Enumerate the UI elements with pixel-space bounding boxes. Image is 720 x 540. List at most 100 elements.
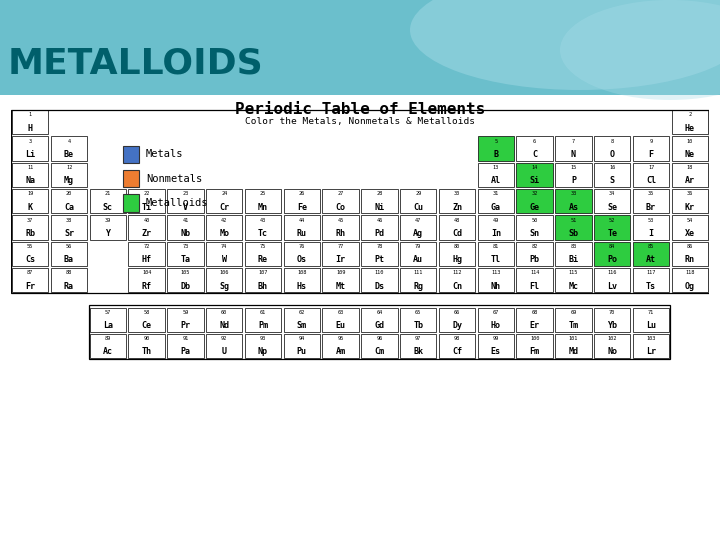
- Text: Nb: Nb: [181, 229, 190, 238]
- Bar: [51, 163, 87, 187]
- Bar: [123, 170, 139, 187]
- Bar: [633, 215, 669, 240]
- Bar: [361, 334, 397, 358]
- Text: Eu: Eu: [336, 321, 346, 330]
- Bar: [672, 137, 708, 160]
- Text: 78: 78: [377, 244, 382, 249]
- Text: 41: 41: [182, 218, 189, 223]
- Text: Li: Li: [25, 150, 35, 159]
- Text: 97: 97: [415, 336, 421, 341]
- Bar: [12, 215, 48, 240]
- Text: Cd: Cd: [452, 229, 462, 238]
- Text: 48: 48: [454, 218, 460, 223]
- Text: Be: Be: [64, 150, 74, 159]
- Bar: [51, 189, 87, 213]
- Text: 118: 118: [685, 271, 695, 275]
- Text: Bi: Bi: [568, 255, 578, 264]
- Text: 62: 62: [299, 310, 305, 315]
- Text: 112: 112: [452, 271, 462, 275]
- Text: Cs: Cs: [25, 255, 35, 264]
- Text: Cf: Cf: [452, 347, 462, 356]
- Bar: [400, 334, 436, 358]
- Bar: [633, 137, 669, 160]
- Bar: [594, 268, 631, 292]
- Bar: [323, 215, 359, 240]
- Text: 59: 59: [182, 310, 189, 315]
- Text: Pa: Pa: [181, 347, 190, 356]
- Bar: [555, 189, 592, 213]
- Text: 1: 1: [29, 112, 32, 117]
- Text: Re: Re: [258, 255, 268, 264]
- Text: 26: 26: [299, 192, 305, 197]
- Bar: [284, 334, 320, 358]
- Bar: [672, 189, 708, 213]
- Bar: [594, 334, 631, 358]
- Bar: [245, 268, 282, 292]
- Text: Ti: Ti: [142, 202, 152, 212]
- Text: Cn: Cn: [452, 281, 462, 291]
- Text: 96: 96: [377, 336, 382, 341]
- Bar: [128, 189, 165, 213]
- Bar: [206, 268, 243, 292]
- Bar: [12, 242, 48, 266]
- Bar: [12, 137, 48, 160]
- Bar: [594, 242, 631, 266]
- Text: H: H: [27, 124, 32, 132]
- Text: 18: 18: [687, 165, 693, 170]
- Text: Kr: Kr: [685, 202, 695, 212]
- Text: Lr: Lr: [646, 347, 656, 356]
- Bar: [323, 308, 359, 332]
- Bar: [438, 215, 475, 240]
- Bar: [128, 334, 165, 358]
- Text: 73: 73: [182, 244, 189, 249]
- Bar: [284, 268, 320, 292]
- Text: Ra: Ra: [64, 281, 74, 291]
- Text: Pr: Pr: [181, 321, 190, 330]
- Text: W: W: [222, 255, 227, 264]
- Text: 54: 54: [687, 218, 693, 223]
- Bar: [51, 242, 87, 266]
- Text: Pt: Pt: [374, 255, 384, 264]
- Bar: [438, 308, 475, 332]
- Bar: [51, 268, 87, 292]
- Text: Es: Es: [491, 347, 501, 356]
- Text: 115: 115: [569, 271, 578, 275]
- Bar: [167, 334, 204, 358]
- Text: Yb: Yb: [607, 321, 617, 330]
- Text: 27: 27: [338, 192, 343, 197]
- Text: 66: 66: [454, 310, 460, 315]
- Text: 67: 67: [492, 310, 499, 315]
- Text: O: O: [610, 150, 615, 159]
- Text: N: N: [571, 150, 576, 159]
- Text: 108: 108: [297, 271, 307, 275]
- Text: METALLOIDS: METALLOIDS: [8, 46, 264, 80]
- Text: 16: 16: [609, 165, 616, 170]
- Bar: [284, 242, 320, 266]
- Text: 103: 103: [647, 336, 656, 341]
- Text: Ge: Ge: [530, 202, 539, 212]
- Text: Lu: Lu: [646, 321, 656, 330]
- Text: Nh: Nh: [491, 281, 501, 291]
- Text: Au: Au: [413, 255, 423, 264]
- Text: 23: 23: [182, 192, 189, 197]
- Text: Periodic Table of Elements: Periodic Table of Elements: [235, 103, 485, 117]
- Text: 69: 69: [570, 310, 577, 315]
- Bar: [323, 334, 359, 358]
- Text: 52: 52: [609, 218, 616, 223]
- Text: 74: 74: [221, 244, 228, 249]
- Text: 58: 58: [143, 310, 150, 315]
- Text: 70: 70: [609, 310, 616, 315]
- Text: 7: 7: [572, 139, 575, 144]
- Bar: [167, 242, 204, 266]
- Text: Y: Y: [105, 229, 110, 238]
- Text: Sb: Sb: [568, 229, 578, 238]
- Text: 61: 61: [260, 310, 266, 315]
- Bar: [438, 268, 475, 292]
- Text: 25: 25: [260, 192, 266, 197]
- Text: V: V: [183, 202, 188, 212]
- Text: Sg: Sg: [219, 281, 229, 291]
- Text: 117: 117: [647, 271, 656, 275]
- Text: 106: 106: [220, 271, 229, 275]
- Bar: [555, 242, 592, 266]
- Text: Ta: Ta: [181, 255, 190, 264]
